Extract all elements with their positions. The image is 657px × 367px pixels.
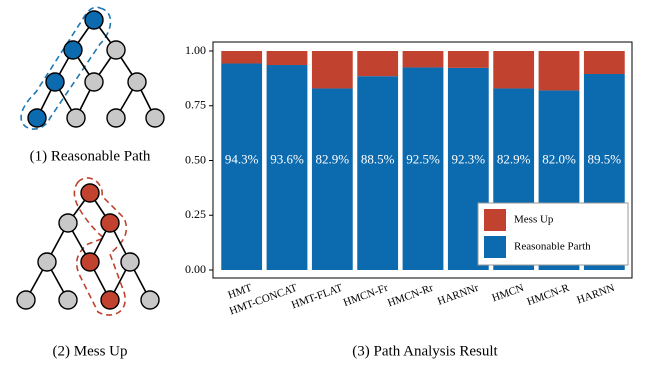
y-tick-label: 1.00 — [185, 43, 206, 57]
tree-mess-up — [16, 177, 160, 316]
bar-segment — [357, 51, 399, 77]
bar-segment — [221, 51, 263, 64]
y-tick-label: 0.50 — [185, 152, 206, 166]
value-label: 88.5% — [361, 151, 395, 166]
bar-segment — [266, 65, 308, 271]
y-tick-label: 0.75 — [185, 98, 206, 112]
path-outline — [73, 177, 128, 316]
bar-segment — [493, 51, 535, 89]
value-label: 93.6% — [270, 151, 304, 166]
value-label: 94.3% — [225, 151, 259, 166]
x-tick-label: HMCN-R — [525, 282, 571, 309]
bar-segment — [402, 67, 444, 270]
bar-segment — [447, 51, 489, 68]
x-tick-label: HARNNr — [436, 282, 481, 308]
x-tick-label: HARNN — [575, 282, 616, 307]
bar-segment — [311, 51, 353, 89]
bar-segment — [402, 51, 444, 68]
x-tick-label: HMCN-Fr — [342, 282, 390, 309]
x-tick-label: HMT-FLAT — [290, 282, 345, 312]
tree-reasonable — [20, 6, 165, 130]
x-tick-label: HMCN-Rr — [386, 282, 435, 310]
bar-segment — [221, 63, 263, 270]
legend-label: Reasonable Parth — [514, 241, 591, 253]
legend-label: Mess Up — [514, 214, 554, 226]
value-label: 92.5% — [406, 151, 440, 166]
caption: (1) Reasonable Path — [30, 148, 151, 164]
bar-segment — [311, 88, 353, 270]
legend-swatch — [484, 236, 506, 258]
bar-segment — [357, 76, 399, 270]
caption: (2) Mess Up — [53, 343, 128, 359]
value-label: 89.5% — [588, 151, 622, 166]
x-tick-label: HMCN — [490, 282, 525, 305]
path-outline — [20, 6, 112, 130]
bar-segment — [266, 51, 308, 66]
value-label: 82.9% — [497, 151, 531, 166]
y-tick-label: 0.25 — [185, 207, 206, 221]
bar-segment — [538, 51, 580, 91]
value-label: 82.9% — [316, 151, 350, 166]
y-tick-label: 0.00 — [185, 262, 206, 276]
value-label: 92.3% — [452, 151, 486, 166]
caption: (3) Path Analysis Result — [352, 343, 498, 359]
value-label: 82.0% — [542, 151, 576, 166]
legend-swatch — [484, 209, 506, 231]
bar-segment — [583, 51, 625, 74]
